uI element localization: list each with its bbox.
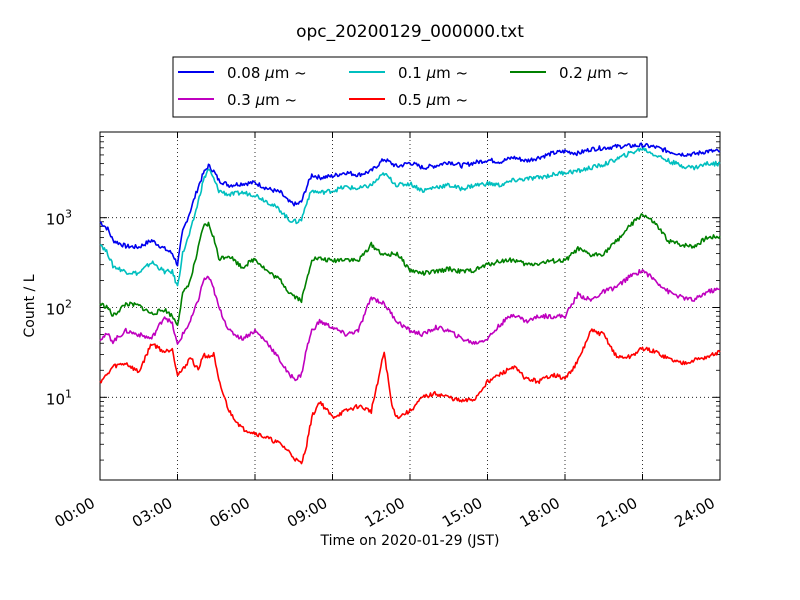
series-line (99, 213, 721, 327)
series-line (99, 147, 721, 287)
legend-item: 0.3 μm ~ (178, 91, 297, 109)
legend-item: 0.5 μm ~ (349, 91, 468, 109)
legend-label-size: 0.3 (227, 91, 256, 109)
legend-label-unit: μ (426, 91, 437, 109)
legend-label-suffix: m ~ (436, 64, 468, 82)
y-tick-exponent: 2 (65, 298, 72, 311)
legend-label: 0.3 μm ~ (227, 91, 297, 109)
y-tick-base: 10 (46, 301, 65, 319)
legend-item: 0.08 μm ~ (178, 64, 307, 82)
chart-title: opc_20200129_000000.txt (296, 22, 524, 42)
y-tick-base: 10 (46, 390, 65, 408)
legend-label-suffix: m ~ (275, 64, 307, 82)
legend-label-size: 0.1 (398, 64, 427, 82)
legend-label: 0.5 μm ~ (398, 91, 468, 109)
legend-label-size: 0.5 (398, 91, 427, 109)
legend-item: 0.1 μm ~ (349, 64, 468, 82)
y-tick-label: 102 (46, 298, 72, 319)
y-tick-exponent: 3 (65, 208, 72, 221)
y-axis-label: Count / L (22, 274, 38, 337)
legend-label-unit: μ (255, 91, 266, 109)
legend: 0.08 μm ~0.1 μm ~0.2 μm ~0.3 μm ~0.5 μm … (172, 56, 648, 118)
y-tick-base: 10 (46, 211, 65, 229)
legend-label-size: 0.2 (559, 64, 588, 82)
y-tick-exponent: 1 (65, 387, 72, 400)
legend-label: 0.2 μm ~ (559, 64, 629, 82)
series-line (99, 269, 721, 382)
legend-label-unit: μ (426, 64, 437, 82)
legend-label-suffix: m ~ (436, 91, 468, 109)
legend-label-size: 0.08 (227, 64, 265, 82)
legend-label: 0.08 μm ~ (227, 64, 307, 82)
legend-label-suffix: m ~ (265, 91, 297, 109)
legend-label-unit: μ (587, 64, 598, 82)
x-axis-label: Time on 2020-01-29 (JST) (320, 533, 500, 549)
legend-item: 0.2 μm ~ (510, 64, 629, 82)
legend-label: 0.1 μm ~ (398, 64, 468, 82)
legend-label-unit: μ (264, 64, 275, 82)
series-group (99, 142, 721, 465)
y-tick-label: 101 (46, 387, 72, 408)
legend-box (172, 56, 648, 118)
legend-label-suffix: m ~ (597, 64, 629, 82)
grid (100, 132, 720, 480)
series-line (99, 328, 721, 465)
series-line (99, 142, 721, 267)
y-tick-label: 103 (46, 208, 72, 229)
